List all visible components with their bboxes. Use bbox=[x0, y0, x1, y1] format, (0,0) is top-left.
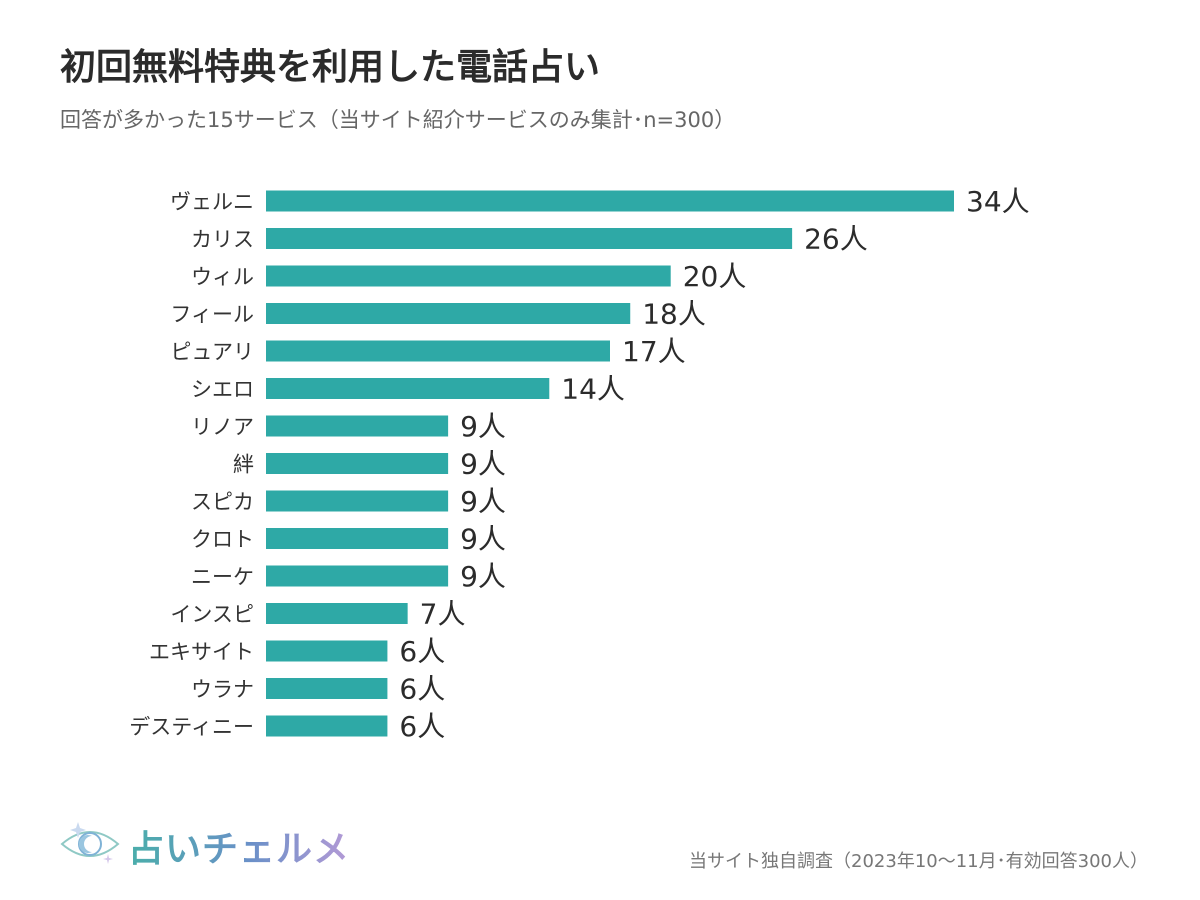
value-label: 6人 bbox=[399, 710, 445, 743]
bar bbox=[266, 678, 388, 699]
value-label: 18人 bbox=[642, 298, 706, 331]
value-label: 9人 bbox=[460, 560, 506, 593]
category-label: ウラナ bbox=[191, 678, 254, 702]
category-label: ニーケ bbox=[191, 565, 254, 589]
category-label: フィール bbox=[170, 303, 254, 327]
bar bbox=[266, 715, 388, 737]
value-label: 9人 bbox=[460, 485, 506, 518]
bar bbox=[266, 528, 449, 549]
bar bbox=[266, 603, 408, 624]
category-label: シエロ bbox=[191, 378, 254, 402]
value-label: 14人 bbox=[561, 373, 625, 406]
bar bbox=[266, 640, 388, 662]
value-label: 6人 bbox=[399, 673, 445, 706]
value-label: 7人 bbox=[420, 598, 466, 631]
bar bbox=[266, 303, 631, 324]
value-label: 9人 bbox=[460, 410, 506, 443]
value-label: 9人 bbox=[460, 448, 506, 481]
category-label: ウィル bbox=[191, 265, 254, 289]
value-label: 20人 bbox=[683, 260, 747, 293]
bar bbox=[266, 340, 610, 362]
category-label: デスティニー bbox=[129, 715, 254, 739]
category-label: ピュアリ bbox=[170, 340, 254, 364]
chart-subtitle: 回答が多かった15サービス（当サイト紹介サービスのみ集計･n=300） bbox=[60, 108, 736, 132]
bar bbox=[266, 565, 449, 587]
category-label: カリス bbox=[191, 228, 254, 252]
value-label: 17人 bbox=[622, 335, 686, 368]
value-label: 26人 bbox=[804, 223, 868, 256]
category-label: クロト bbox=[191, 528, 254, 552]
value-label: 6人 bbox=[399, 635, 445, 668]
category-label: 絆 bbox=[233, 453, 254, 477]
category-label: エキサイト bbox=[149, 640, 254, 664]
logo-text: 占いチェルメ bbox=[128, 820, 350, 872]
bar bbox=[266, 415, 449, 437]
category-label: ヴェルニ bbox=[170, 190, 254, 214]
category-label: リノア bbox=[191, 415, 254, 439]
bar bbox=[266, 265, 671, 287]
bar bbox=[266, 378, 550, 399]
chart-title: 初回無料特典を利用した電話占い bbox=[60, 47, 601, 88]
value-label: 9人 bbox=[460, 523, 506, 556]
bar bbox=[266, 453, 449, 474]
eye-icon bbox=[60, 822, 120, 864]
bar bbox=[266, 490, 449, 512]
category-label: スピカ bbox=[191, 490, 254, 514]
category-label: インスピ bbox=[170, 603, 254, 627]
source-note: 当サイト独自調査（2023年10〜11月･有効回答300人） bbox=[689, 851, 1148, 872]
bar bbox=[266, 228, 793, 249]
bar bbox=[266, 190, 954, 212]
logo: 占いチェルメ bbox=[58, 810, 349, 880]
value-label: 34人 bbox=[966, 185, 1030, 218]
